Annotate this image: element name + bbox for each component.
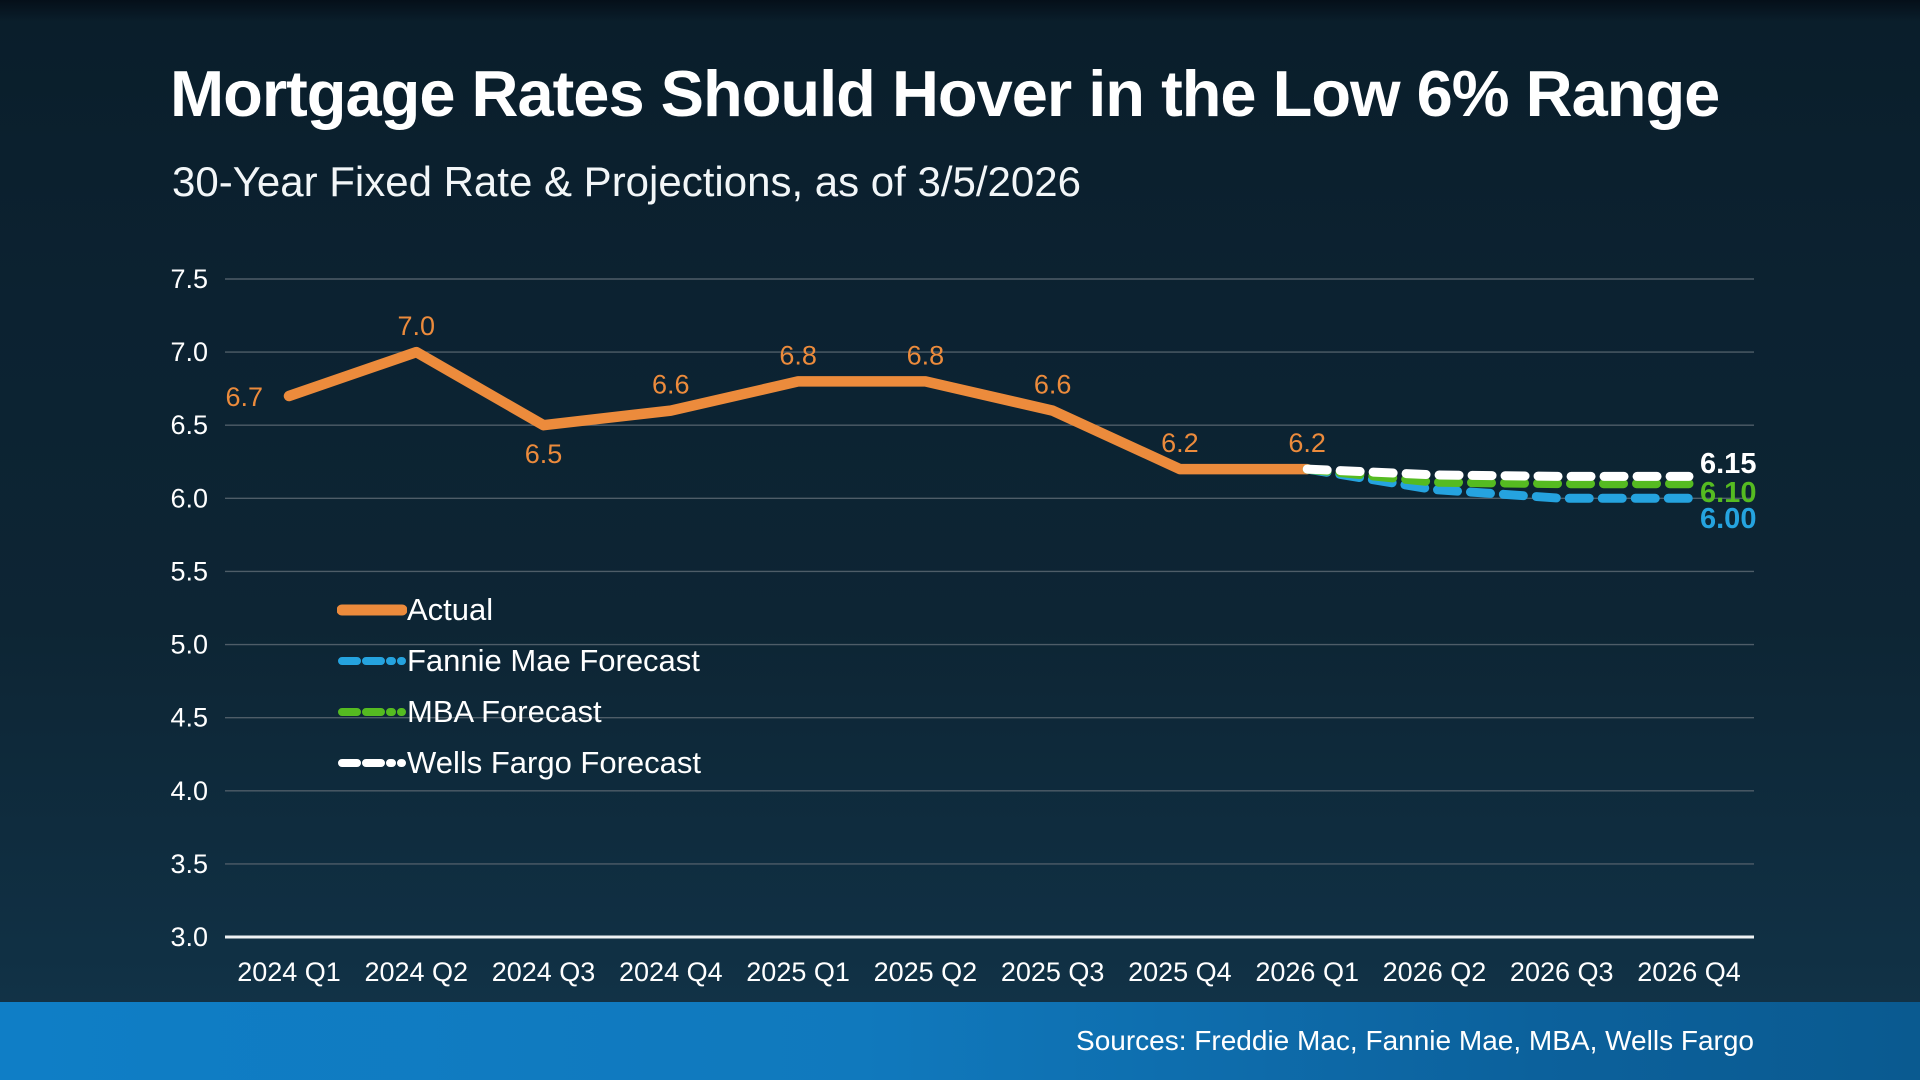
- legend-item-fannie-mae-forecast: Fannie Mae Forecast: [337, 635, 701, 686]
- x-tick-label: 2025 Q1: [746, 957, 850, 987]
- series-line-actual: [283, 346, 1313, 475]
- end-label: 6.00: [1700, 503, 1756, 535]
- x-tick-label: 2025 Q3: [1001, 957, 1105, 987]
- x-tick-label: 2025 Q2: [874, 957, 978, 987]
- legend-label: MBA Forecast: [407, 693, 602, 729]
- x-tick-label: 2026 Q1: [1255, 957, 1359, 987]
- legend-item-mba-forecast: MBA Forecast: [337, 686, 701, 737]
- page-title: Mortgage Rates Should Hover in the Low 6…: [170, 57, 1720, 130]
- end-label: 6.10: [1700, 477, 1756, 509]
- sources-text: Sources: Freddie Mac, Fannie Mae, MBA, W…: [1076, 1025, 1754, 1056]
- y-tick-label: 4.0: [170, 776, 208, 806]
- footer-bar: Sources: Freddie Mac, Fannie Mae, MBA, W…: [0, 1002, 1920, 1080]
- legend-swatch-mba-forecast-icon: [338, 707, 406, 716]
- chart-legend: Actual Fannie Mae Forecast MBA Forecast Wel…: [337, 584, 701, 788]
- x-tick-label: 2024 Q1: [237, 957, 341, 987]
- data-label: 6.6: [1034, 370, 1072, 400]
- y-tick-label: 7.5: [170, 264, 208, 294]
- legend-item-wells-fargo-forecast: Wells Fargo Forecast: [337, 737, 701, 788]
- legend-label: Wells Fargo Forecast: [407, 744, 702, 780]
- legend-swatch-fannie-mae-forecast-icon: [338, 656, 406, 665]
- page-subtitle: 30-Year Fixed Rate & Projections, as of …: [172, 158, 1081, 205]
- y-tick-label: 5.0: [170, 630, 208, 660]
- x-tick-label: 2026 Q2: [1383, 957, 1487, 987]
- legend-label: Fannie Mae Forecast: [407, 642, 700, 678]
- y-tick-label: 3.0: [170, 922, 208, 952]
- data-label: 6.7: [225, 382, 263, 412]
- legend-swatch-actual-icon: [337, 604, 407, 615]
- data-label: 6.8: [779, 340, 817, 370]
- x-tick-label: 2026 Q4: [1637, 957, 1741, 987]
- data-label: 6.2: [1288, 428, 1326, 458]
- data-label: 6.2: [1161, 428, 1199, 458]
- end-label: 6.15: [1700, 448, 1756, 480]
- data-label: 6.5: [525, 439, 563, 469]
- data-label: 6.8: [907, 340, 945, 370]
- x-tick-label: 2024 Q2: [364, 957, 468, 987]
- data-label: 7.0: [397, 311, 435, 341]
- y-tick-label: 4.5: [170, 703, 208, 733]
- series-line-wells-fargo-forecast: [1302, 464, 1694, 481]
- y-tick-label: 6.5: [170, 410, 208, 440]
- legend-swatch-wells-fargo-forecast-icon: [338, 758, 406, 767]
- y-tick-label: 5.5: [170, 556, 208, 586]
- legend-label: Actual: [407, 591, 494, 627]
- x-tick-label: 2026 Q3: [1510, 957, 1614, 987]
- series-line-fannie-mae-forecast: [1302, 464, 1694, 503]
- x-tick-label: 2024 Q4: [619, 957, 723, 987]
- data-label: 6.6: [652, 370, 690, 400]
- legend-item-actual: Actual: [337, 584, 701, 635]
- y-tick-label: 6.0: [170, 483, 208, 513]
- x-tick-label: 2024 Q3: [492, 957, 596, 987]
- y-tick-label: 7.0: [170, 337, 208, 367]
- x-tick-label: 2025 Q4: [1128, 957, 1232, 987]
- y-tick-label: 3.5: [170, 849, 208, 879]
